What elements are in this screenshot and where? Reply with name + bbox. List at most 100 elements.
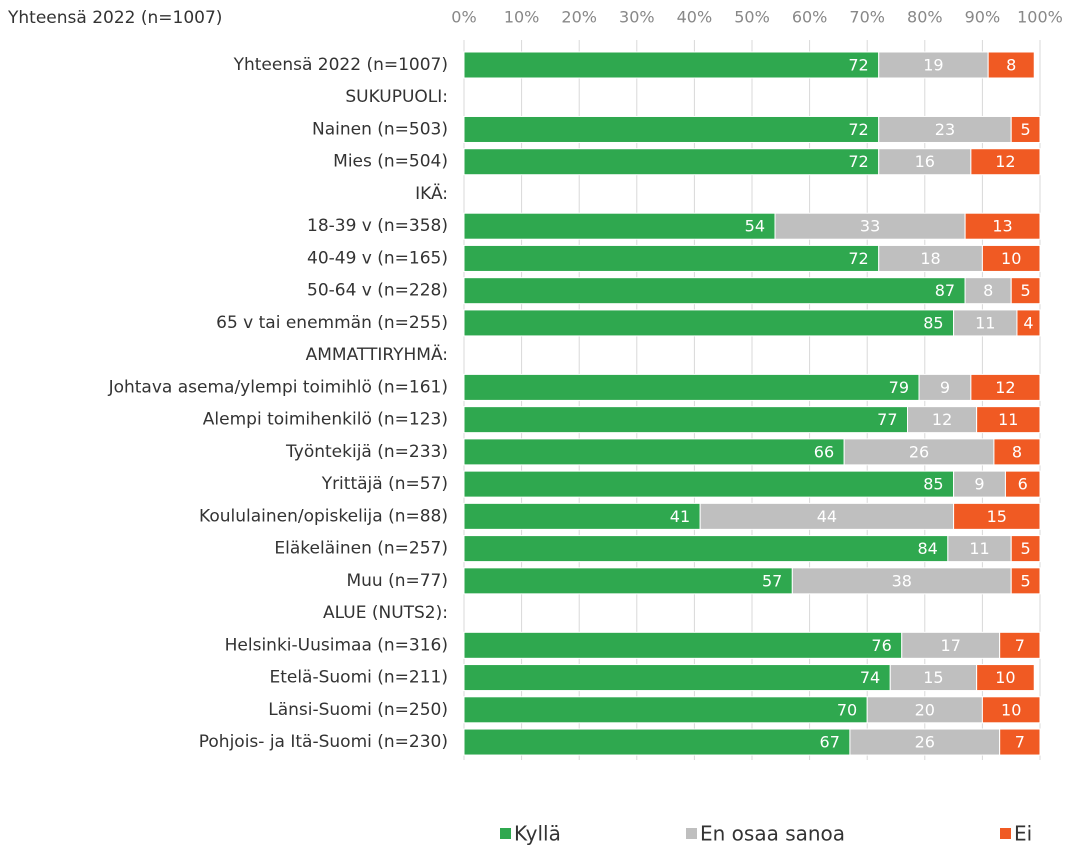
bar-segment	[463, 51, 880, 79]
y-tick-label: 40-49 v (n=165)	[307, 248, 448, 268]
value-label: 26	[915, 733, 935, 752]
bar-segment	[463, 115, 880, 143]
value-label: 12	[995, 378, 1015, 397]
bar-segment	[463, 438, 845, 466]
value-label: 4	[1023, 313, 1033, 332]
x-tick-label: 30%	[619, 8, 655, 27]
bar-segment	[918, 373, 972, 401]
bar-segment	[849, 728, 1001, 756]
y-tick-label: AMMATTIRYHMÄ:	[306, 344, 448, 365]
value-label: 11	[998, 410, 1018, 429]
value-label: 70	[837, 700, 857, 719]
value-label: 5	[1021, 571, 1031, 590]
bar-segment	[843, 438, 995, 466]
x-tick-label: 50%	[734, 8, 770, 27]
bar-segment	[970, 373, 1041, 401]
y-tick-label: Helsinki-Uusimaa (n=316)	[225, 635, 448, 655]
bar-segment	[463, 535, 949, 563]
x-tick-label: 80%	[907, 8, 943, 27]
bar-segment	[463, 664, 891, 692]
value-label: 38	[892, 571, 912, 590]
value-label: 41	[670, 507, 690, 526]
bar-segment	[1010, 535, 1041, 563]
value-label: 5	[1021, 281, 1031, 300]
bar-segment	[463, 244, 880, 272]
bar-segment	[791, 567, 1012, 595]
value-label: 26	[909, 442, 929, 461]
x-tick-label: 90%	[965, 8, 1001, 27]
bar-segment	[1010, 277, 1041, 305]
value-label: 12	[932, 410, 952, 429]
value-label: 77	[877, 410, 897, 429]
value-label: 23	[935, 120, 955, 139]
legend-swatch	[500, 828, 511, 839]
x-tick-label: 40%	[677, 8, 713, 27]
bar-segment	[866, 696, 983, 724]
value-label: 5	[1021, 539, 1031, 558]
bar-segment	[953, 309, 1018, 337]
value-label: 7	[1015, 733, 1025, 752]
value-label: 11	[975, 313, 995, 332]
value-label: 5	[1021, 120, 1031, 139]
bar-segment	[463, 728, 851, 756]
value-label: 72	[848, 120, 868, 139]
y-tick-label: Nainen (n=503)	[312, 119, 448, 139]
value-label: 87	[935, 281, 955, 300]
bar-segment	[1010, 115, 1041, 143]
value-label: 10	[995, 668, 1015, 687]
bar-segment	[463, 212, 776, 240]
y-tick-label: 50-64 v (n=228)	[307, 281, 448, 301]
value-label: 9	[940, 378, 950, 397]
bar-segment	[970, 148, 1041, 176]
y-tick-label: 65 v tai enemmän (n=255)	[216, 313, 448, 333]
y-tick-label: ALUE (NUTS2):	[323, 603, 448, 623]
value-label: 19	[923, 56, 943, 75]
x-tick-label: 10%	[504, 8, 540, 27]
value-label: 72	[848, 56, 868, 75]
bar-segment	[993, 438, 1041, 466]
y-tick-label: Yrittäjä (n=57)	[321, 474, 448, 494]
bar-segment	[964, 212, 1041, 240]
value-label: 9	[974, 475, 984, 494]
value-label: 10	[1001, 249, 1021, 268]
value-label: 84	[917, 539, 937, 558]
bar-segment	[463, 373, 920, 401]
bar-segment	[981, 696, 1041, 724]
x-tick-label: 100%	[1017, 8, 1063, 27]
y-tick-label: Etelä-Suomi (n=211)	[269, 668, 448, 688]
value-label: 33	[860, 217, 880, 236]
bar-segment	[463, 406, 909, 434]
legend-label: Ei	[1014, 822, 1032, 846]
y-tick-label: Yhteensä 2022 (n=1007)	[233, 55, 448, 75]
bar-segment	[878, 148, 972, 176]
legend-swatch	[686, 828, 697, 839]
bar-segment	[907, 406, 978, 434]
bar-segment	[964, 277, 1012, 305]
value-label: 44	[817, 507, 837, 526]
legend-swatch	[1000, 828, 1011, 839]
value-label: 74	[860, 668, 880, 687]
bar-segment	[1016, 309, 1041, 337]
bar-segment	[999, 631, 1041, 659]
y-tick-label: Länsi-Suomi (n=250)	[268, 700, 448, 720]
value-label: 17	[941, 636, 961, 655]
value-label: 8	[983, 281, 993, 300]
value-label: 79	[889, 378, 909, 397]
y-tick-label: 18-39 v (n=358)	[307, 216, 448, 236]
legend-label: En osaa sanoa	[700, 822, 845, 846]
bar-segment	[1010, 567, 1041, 595]
y-tick-label: Alempi toimihenkilö (n=123)	[203, 410, 448, 430]
bar-segment	[889, 664, 978, 692]
x-tick-label: 60%	[792, 8, 828, 27]
value-label: 7	[1015, 636, 1025, 655]
y-tick-label: Johtava asema/ylempi toimihlö (n=161)	[108, 377, 448, 397]
bar-segment	[878, 51, 989, 79]
y-tick-label: SUKUPUOLI:	[345, 87, 448, 107]
value-label: 67	[820, 733, 840, 752]
bar-segment	[463, 148, 880, 176]
bar-segment	[463, 502, 701, 530]
bar-segment	[463, 470, 955, 498]
x-tick-label: 70%	[849, 8, 885, 27]
value-label: 15	[987, 507, 1007, 526]
